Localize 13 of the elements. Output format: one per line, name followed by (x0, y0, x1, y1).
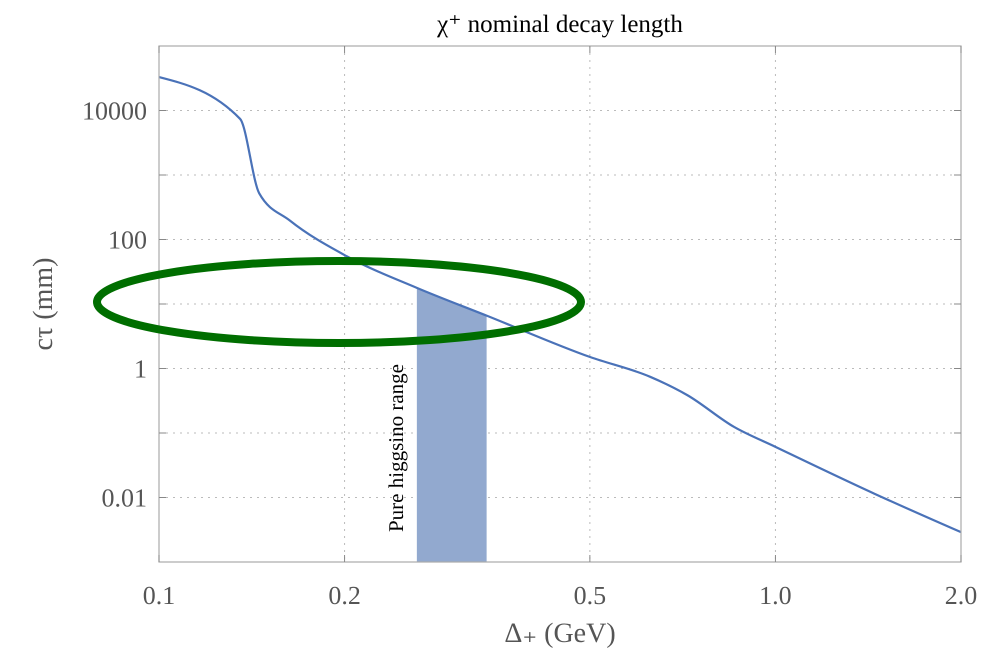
x-tick-label: 0.5 (574, 581, 606, 610)
y-tick-label: 1 (134, 354, 147, 384)
x-tick-label: 0.1 (142, 581, 176, 610)
x-tick-label: 1.0 (759, 581, 792, 610)
x-tick-label: 0.2 (328, 581, 361, 610)
x-tick-label: 2.0 (944, 581, 978, 610)
y-tick-label: 0.01 (102, 484, 147, 513)
y-tick-label: 10000 (82, 96, 147, 126)
x-axis-title: Δ₊ (GeV) (504, 618, 616, 649)
band-label: Pure higgsino range (384, 364, 408, 532)
chart-title: χ⁺ nominal decay length (436, 11, 684, 38)
y-axis-title: cτ (mm) (28, 258, 59, 350)
y-tick-label: 100 (108, 226, 147, 255)
